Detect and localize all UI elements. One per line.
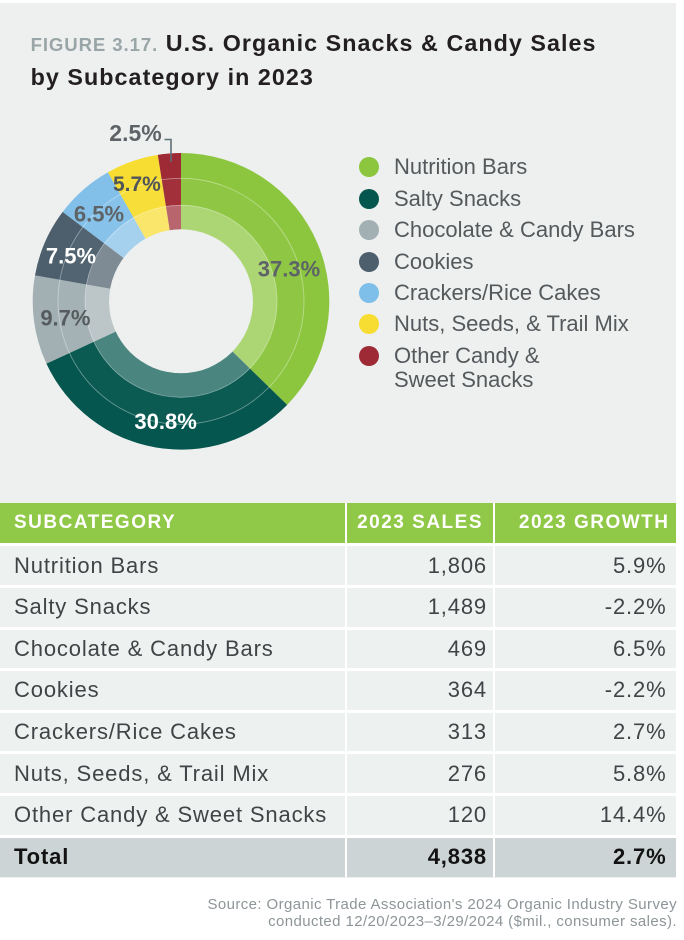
svg-text:7.5%: 7.5% xyxy=(46,244,96,269)
svg-text:37.3%: 37.3% xyxy=(258,257,320,282)
svg-text:6.5%: 6.5% xyxy=(74,202,124,227)
svg-text:5.7%: 5.7% xyxy=(113,173,161,196)
svg-text:30.8%: 30.8% xyxy=(134,409,196,434)
svg-text:9.7%: 9.7% xyxy=(40,306,90,331)
svg-text:2.5%: 2.5% xyxy=(109,120,161,146)
